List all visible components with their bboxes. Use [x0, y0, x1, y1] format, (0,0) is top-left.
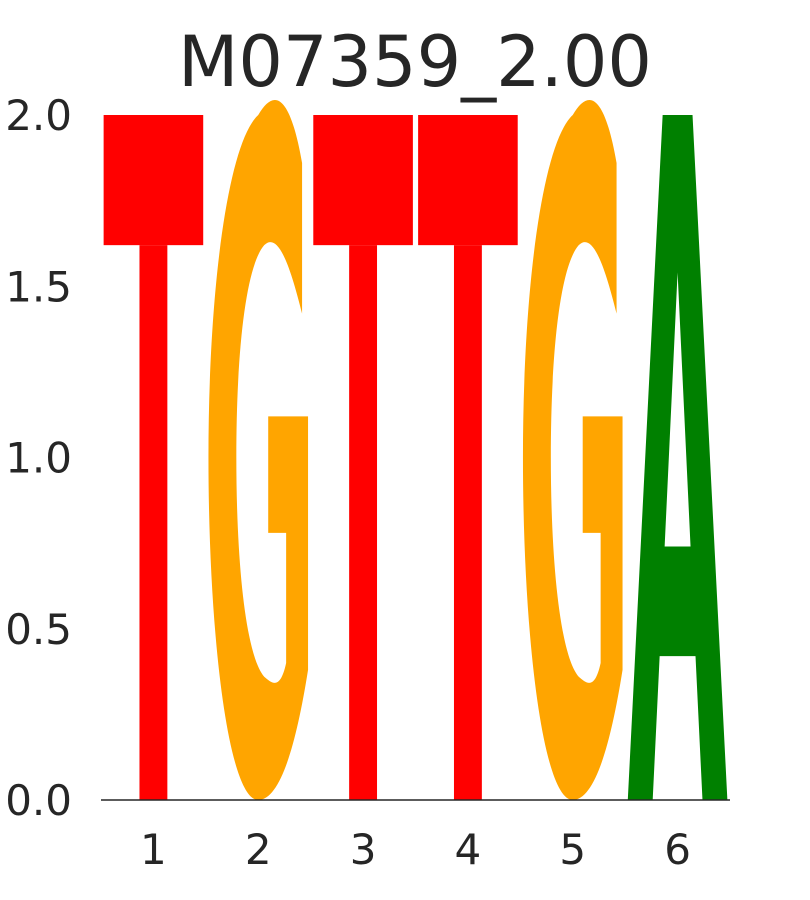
- letter-T-pos-3: [313, 115, 413, 800]
- letter-G-pos-5: [522, 99, 623, 800]
- x-tick-label: 1: [140, 825, 167, 874]
- y-tick-label: 0.5: [5, 605, 72, 654]
- x-tick-label: 3: [350, 825, 377, 874]
- letters-layer: [103, 99, 728, 800]
- x-tick-label: 4: [455, 825, 482, 874]
- y-tick-label: 2.0: [5, 91, 72, 140]
- letter-T-pos-4: [418, 115, 518, 800]
- letter-T-pos-1: [103, 115, 204, 800]
- x-tick-label: 5: [559, 825, 586, 874]
- y-tick-label: 1.5: [5, 262, 72, 311]
- x-axis-ticks: 1 2 3 4 5 6: [140, 825, 691, 874]
- y-tick-label: 1.0: [5, 434, 72, 483]
- chart-title: M07359_2.00: [178, 21, 652, 103]
- y-axis-ticks: 0.0 0.5 1.0 1.5 2.0: [5, 91, 72, 825]
- y-tick-label: 0.0: [5, 776, 72, 825]
- letter-G-pos-2: [208, 99, 309, 800]
- x-tick-label: 2: [245, 825, 272, 874]
- letter-A-pos-6: [627, 115, 728, 800]
- x-tick-label: 6: [664, 825, 691, 874]
